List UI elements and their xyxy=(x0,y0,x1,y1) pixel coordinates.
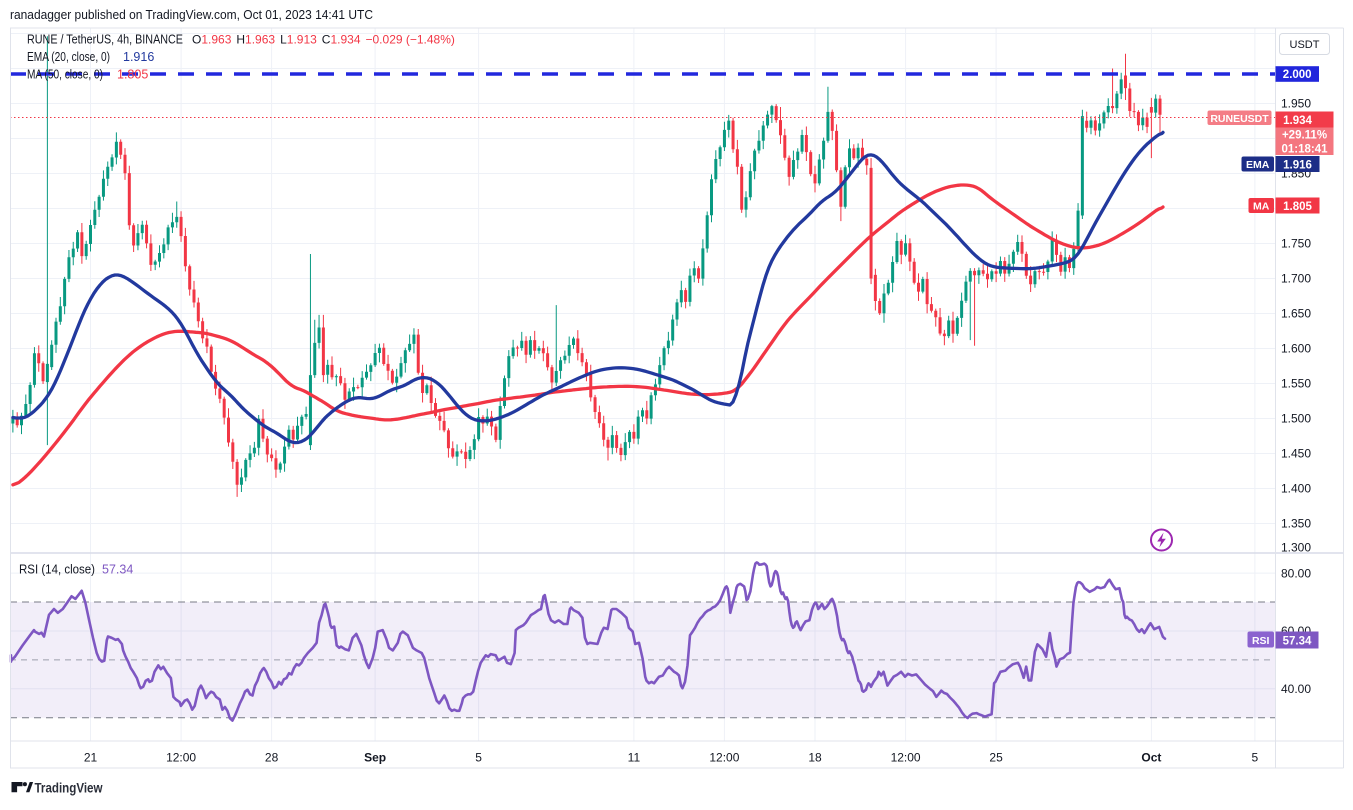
svg-text:28: 28 xyxy=(265,751,279,765)
svg-text:RSI: RSI xyxy=(1252,635,1270,647)
svg-text:5: 5 xyxy=(475,751,482,765)
svg-text:1.700: 1.700 xyxy=(1281,272,1311,286)
svg-text:57.34: 57.34 xyxy=(102,563,133,577)
svg-text:12:00: 12:00 xyxy=(166,751,196,765)
svg-text:+29.11%: +29.11% xyxy=(1282,129,1327,141)
svg-text:1.950: 1.950 xyxy=(1281,97,1311,111)
svg-text:RSI (14, close): RSI (14, close) xyxy=(19,563,95,577)
svg-text:12:00: 12:00 xyxy=(709,751,739,765)
svg-text:1.550: 1.550 xyxy=(1281,377,1311,391)
svg-text:01:18:41: 01:18:41 xyxy=(1281,143,1328,155)
svg-text:EMA (20, close, 0): EMA (20, close, 0) xyxy=(27,50,110,64)
svg-text:25: 25 xyxy=(989,751,1003,765)
svg-text:USDT: USDT xyxy=(1290,39,1320,51)
svg-text:80.00: 80.00 xyxy=(1281,566,1311,580)
svg-text:2.000: 2.000 xyxy=(1283,69,1312,81)
svg-text:1.916: 1.916 xyxy=(123,50,154,64)
svg-text:1.934: 1.934 xyxy=(1283,115,1312,127)
svg-text:11: 11 xyxy=(628,751,641,765)
svg-text:1.650: 1.650 xyxy=(1281,307,1311,321)
svg-text:1.805: 1.805 xyxy=(117,68,148,82)
svg-text:RUNEUSDT: RUNEUSDT xyxy=(1210,113,1269,125)
svg-text:TradingView: TradingView xyxy=(35,780,103,796)
svg-text:MA: MA xyxy=(1253,201,1270,213)
svg-text:1.400: 1.400 xyxy=(1281,482,1311,496)
svg-text:57.34: 57.34 xyxy=(1283,635,1312,647)
svg-text:Oct: Oct xyxy=(1141,751,1161,765)
svg-text:Sep: Sep xyxy=(364,751,386,765)
svg-text:1.300: 1.300 xyxy=(1281,541,1311,555)
svg-text:1.450: 1.450 xyxy=(1281,447,1311,461)
svg-text:1.805: 1.805 xyxy=(1283,201,1312,213)
svg-text:40.00: 40.00 xyxy=(1281,682,1311,696)
svg-text:EMA: EMA xyxy=(1246,159,1270,171)
svg-text:18: 18 xyxy=(808,751,822,765)
svg-text:1.350: 1.350 xyxy=(1281,517,1311,531)
svg-text:1.916: 1.916 xyxy=(1283,159,1312,171)
svg-text:1.750: 1.750 xyxy=(1281,237,1311,251)
svg-text:ranadagger published on Tradin: ranadagger published on TradingView.com,… xyxy=(10,8,373,22)
svg-text:12:00: 12:00 xyxy=(891,751,921,765)
svg-text:5: 5 xyxy=(1252,751,1259,765)
svg-text:21: 21 xyxy=(84,751,98,765)
svg-text:MA (50, close, 0): MA (50, close, 0) xyxy=(27,68,103,82)
svg-text:1.600: 1.600 xyxy=(1281,342,1311,356)
svg-text:RUNE / TetherUS, 4h, BINANCE: RUNE / TetherUS, 4h, BINANCE xyxy=(27,33,183,47)
svg-text:1.500: 1.500 xyxy=(1281,412,1311,426)
